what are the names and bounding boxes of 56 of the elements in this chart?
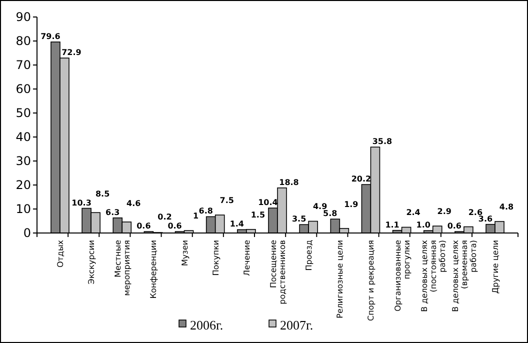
y-tick-label: 80: [16, 34, 31, 48]
data-label: 4.8: [499, 202, 514, 212]
data-label: 72.9: [62, 48, 82, 58]
x-tick-label: Проезд: [304, 240, 314, 271]
data-label: 2.9: [437, 207, 452, 216]
data-label: 3.5: [292, 214, 307, 224]
y-tick-label: 40: [16, 130, 31, 144]
x-tick-label: Лечение: [242, 240, 252, 276]
data-label: 20.2: [351, 174, 372, 184]
data-label: 10.3: [72, 198, 92, 208]
data-label: 79.6: [40, 32, 61, 41]
data-label: 35.8: [372, 137, 393, 146]
y-tick-label: 70: [16, 58, 31, 72]
data-label: 3.6: [478, 214, 494, 224]
data-label: 4.6: [126, 198, 142, 208]
data-label: 0.6: [447, 222, 462, 231]
x-tick-label: Местные мероприятия: [114, 240, 132, 296]
data-label: 1.9: [344, 200, 359, 210]
x-tick-label: Спорт и рекреация: [366, 240, 376, 321]
legend-label: 2007г.: [280, 318, 314, 333]
x-tick-label: В деловых целях (временная работа): [450, 240, 478, 312]
data-label: 1.4: [230, 220, 244, 229]
data-label: 1: [193, 212, 199, 221]
x-tick-label: Другие цели: [491, 240, 500, 294]
x-tick-label: Религиозные цели: [336, 240, 345, 318]
y-tick-label: 0: [23, 226, 31, 240]
data-label: 7.5: [220, 196, 234, 205]
data-label: 18.8: [279, 178, 300, 187]
data-label: 1.5: [250, 210, 266, 220]
data-label: 0.2: [158, 212, 172, 222]
data-label: 6.3: [106, 208, 120, 217]
x-tick-label: Покупки: [211, 240, 220, 276]
y-tick-label: 90: [16, 10, 31, 24]
y-tick-label: 30: [16, 154, 31, 168]
x-tick-label: Посещение родственников: [269, 240, 287, 304]
x-tick-label: Организованные прогулки: [393, 240, 412, 312]
data-label: 2.6: [468, 208, 483, 217]
data-label: 6.8: [198, 206, 214, 216]
x-tick-label: В деловых целях (постоянная работа): [420, 240, 447, 312]
x-tick-label: Конференции: [149, 240, 158, 299]
data-label: 5.8: [323, 209, 338, 218]
data-label: 1.1: [385, 220, 400, 230]
y-tick-label: 20: [16, 178, 31, 192]
data-label: 0.6: [168, 222, 182, 231]
y-tick-label: 50: [16, 106, 31, 120]
legend-label: 2006г.: [190, 318, 224, 333]
x-tick-label: Отдых: [56, 240, 65, 268]
x-tick-label: Музеи: [180, 240, 190, 266]
x-tick-label: Экскурсии: [87, 240, 96, 284]
y-tick-label: 60: [16, 82, 31, 96]
data-label: 2.4: [406, 208, 421, 218]
data-label: 8.5: [95, 189, 110, 198]
data-label: 1.0: [416, 220, 431, 230]
data-label: 4.9: [312, 202, 328, 212]
y-tick-label: 10: [16, 202, 31, 216]
data-label: 0.6: [136, 222, 152, 231]
